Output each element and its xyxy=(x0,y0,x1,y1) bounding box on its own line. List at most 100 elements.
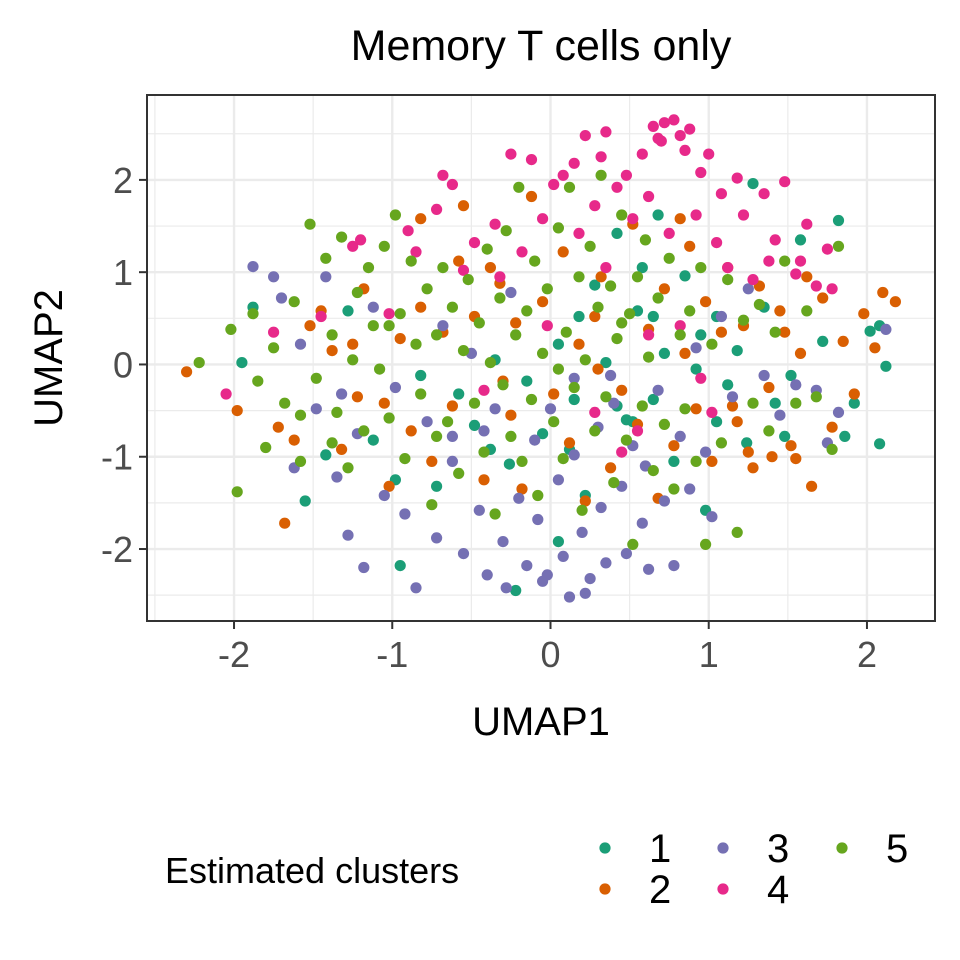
data-point-cluster-2 xyxy=(848,388,860,400)
data-point-cluster-4 xyxy=(437,169,449,181)
data-point-cluster-3 xyxy=(457,548,470,560)
data-point-cluster-5 xyxy=(525,393,538,406)
data-point-cluster-2 xyxy=(579,495,591,507)
data-point-cluster-2 xyxy=(674,213,686,225)
legend-key-2 xyxy=(599,883,611,895)
data-point-cluster-3 xyxy=(636,517,648,529)
data-point-cluster-3 xyxy=(715,310,728,323)
data-point-cluster-4 xyxy=(446,178,458,191)
data-point-cluster-1 xyxy=(711,416,723,428)
data-point-cluster-3 xyxy=(437,320,449,332)
data-point-cluster-5 xyxy=(548,416,560,428)
data-point-cluster-5 xyxy=(779,255,791,267)
data-point-cluster-2 xyxy=(837,335,849,347)
data-point-cluster-3 xyxy=(563,591,576,603)
data-point-cluster-4 xyxy=(722,262,734,274)
data-point-cluster-3 xyxy=(557,550,569,563)
data-point-cluster-2 xyxy=(525,190,538,203)
data-point-cluster-5 xyxy=(592,301,604,313)
data-point-cluster-2 xyxy=(563,437,576,449)
data-point-cluster-5 xyxy=(611,333,623,345)
data-point-cluster-4 xyxy=(747,274,759,286)
data-point-cluster-4 xyxy=(402,225,414,237)
data-point-cluster-2 xyxy=(453,255,465,267)
data-point-cluster-5 xyxy=(457,345,470,357)
data-point-cluster-5 xyxy=(453,467,465,479)
data-point-cluster-3 xyxy=(552,474,565,486)
data-point-cluster-4 xyxy=(769,234,781,246)
data-point-cluster-5 xyxy=(468,397,481,409)
data-point-cluster-4 xyxy=(636,148,648,160)
data-point-cluster-4 xyxy=(695,166,707,179)
data-point-cluster-5 xyxy=(627,538,639,551)
data-point-cluster-2 xyxy=(394,333,406,345)
data-point-cluster-2 xyxy=(747,462,759,474)
data-point-cluster-3 xyxy=(473,504,485,516)
data-point-cluster-5 xyxy=(731,526,743,539)
data-point-cluster-5 xyxy=(362,262,375,274)
x-tick-label: 0 xyxy=(540,634,560,675)
data-point-cluster-4 xyxy=(589,406,601,418)
data-point-cluster-4 xyxy=(457,264,470,276)
data-point-cluster-5 xyxy=(410,338,422,350)
data-point-cluster-2 xyxy=(592,363,604,375)
data-point-cluster-4 xyxy=(268,326,280,338)
data-point-cluster-1 xyxy=(510,584,522,597)
data-point-cluster-4 xyxy=(600,126,612,138)
data-point-cluster-5 xyxy=(674,329,686,341)
data-point-cluster-2 xyxy=(510,317,522,329)
legend-key-5 xyxy=(836,842,848,854)
data-point-cluster-3 xyxy=(668,560,680,572)
data-point-cluster-2 xyxy=(336,443,348,455)
data-point-cluster-5 xyxy=(589,425,601,437)
data-point-cluster-1 xyxy=(552,536,565,548)
data-point-cluster-3 xyxy=(378,489,390,502)
data-point-cluster-5 xyxy=(600,391,612,403)
legend-label-5: 5 xyxy=(886,827,908,871)
data-point-cluster-3 xyxy=(367,301,379,313)
data-point-cluster-2 xyxy=(557,246,569,258)
data-point-cluster-5 xyxy=(616,209,628,221)
data-point-cluster-5 xyxy=(576,504,588,516)
data-point-cluster-5 xyxy=(537,347,549,359)
data-point-cluster-1 xyxy=(731,345,743,357)
data-point-cluster-2 xyxy=(858,308,870,320)
data-point-cluster-1 xyxy=(794,234,807,246)
data-point-cluster-3 xyxy=(500,582,512,594)
data-point-cluster-3 xyxy=(568,449,580,461)
data-point-cluster-4 xyxy=(616,446,628,458)
y-tick-label: 0 xyxy=(113,344,133,385)
data-point-cluster-5 xyxy=(484,357,496,369)
data-point-cluster-1 xyxy=(785,369,797,382)
data-point-cluster-1 xyxy=(848,397,860,409)
data-point-cluster-5 xyxy=(489,508,501,520)
data-point-cluster-2 xyxy=(877,286,889,299)
data-point-cluster-5 xyxy=(695,262,707,274)
data-point-cluster-5 xyxy=(247,308,259,320)
data-point-cluster-4 xyxy=(478,384,490,396)
data-point-cluster-5 xyxy=(706,338,718,350)
data-point-cluster-5 xyxy=(374,363,386,375)
data-point-cluster-1 xyxy=(880,360,892,372)
data-point-cluster-1 xyxy=(779,430,791,442)
data-point-cluster-5 xyxy=(231,486,243,498)
data-point-cluster-2 xyxy=(288,434,300,446)
data-point-cluster-4 xyxy=(537,213,549,225)
data-point-cluster-4 xyxy=(711,237,723,249)
legend: Estimated clusters 12 34 5 xyxy=(165,827,908,912)
data-point-cluster-3 xyxy=(342,529,354,541)
data-point-cluster-2 xyxy=(405,425,417,437)
y-axis: -2 -1 0 1 2 xyxy=(101,160,147,570)
data-point-cluster-3 xyxy=(294,338,307,350)
data-point-cluster-5 xyxy=(605,280,617,292)
data-point-cluster-3 xyxy=(310,403,322,415)
data-point-cluster-5 xyxy=(579,354,591,366)
data-point-cluster-5 xyxy=(347,354,359,366)
data-point-cluster-1 xyxy=(394,560,406,572)
data-point-cluster-3 xyxy=(742,283,754,295)
data-point-cluster-4 xyxy=(315,310,327,323)
data-point-cluster-5 xyxy=(790,397,802,409)
y-tick-label: 2 xyxy=(113,160,133,201)
data-point-cluster-3 xyxy=(481,569,493,581)
data-point-cluster-2 xyxy=(766,451,778,463)
